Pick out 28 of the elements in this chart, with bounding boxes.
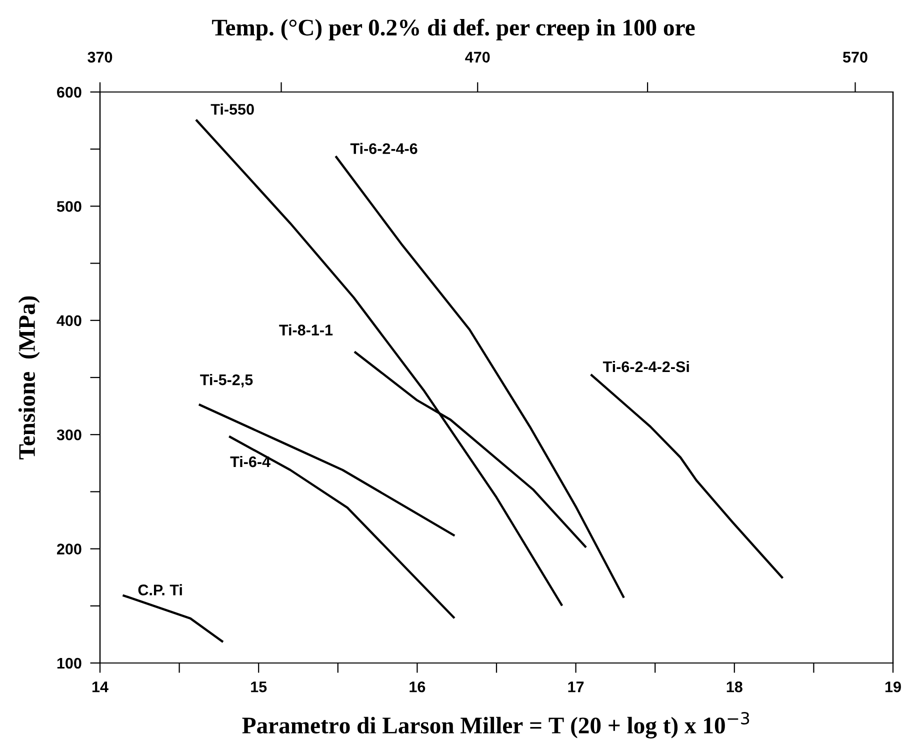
series-label: C.P. Ti xyxy=(138,584,182,596)
x-tick-label: 18 xyxy=(726,681,742,692)
series-label: Ti-550 xyxy=(210,104,254,115)
y-tick-label: 300 xyxy=(56,429,82,440)
series-label: Ti-8-1-1 xyxy=(279,324,333,336)
y-tick-label: 600 xyxy=(57,86,82,98)
y-tick-label: 200 xyxy=(56,544,82,554)
y-tick-label: 400 xyxy=(56,315,82,326)
chart-title: Temp. (°C) per 0.2% di def. per creep in 100 ore xyxy=(212,18,695,40)
series-label: Ti-6-4 xyxy=(230,456,270,468)
line-series xyxy=(590,374,784,578)
series-label: Ti-6-2-4-6 xyxy=(350,142,418,154)
series-label: Ti-5-2,5 xyxy=(200,374,253,388)
x-tick-label: 17 xyxy=(568,682,584,692)
y-tick-label: 100 xyxy=(57,658,82,669)
series-label: Ti-6-2-4-2-Si xyxy=(602,360,689,372)
x-tick-label: 19 xyxy=(885,681,901,692)
y-axis-title: Tensione (MPa) xyxy=(18,296,40,460)
x2-tick-label: 470 xyxy=(465,52,490,63)
x-axis-title: Parametro di Larson Miller = T (20 + log t) x 10$^{−3}$ xyxy=(242,712,750,738)
line-series xyxy=(228,436,455,618)
x2-tick-label: 570 xyxy=(842,52,868,63)
x-tick-label: 15 xyxy=(251,682,267,692)
x-tick-label: 16 xyxy=(410,681,426,692)
y-tick-label: 500 xyxy=(56,201,82,212)
line-series xyxy=(198,404,455,536)
x2-tick-label: 370 xyxy=(88,52,112,63)
x-tick-label: 14 xyxy=(92,682,108,692)
